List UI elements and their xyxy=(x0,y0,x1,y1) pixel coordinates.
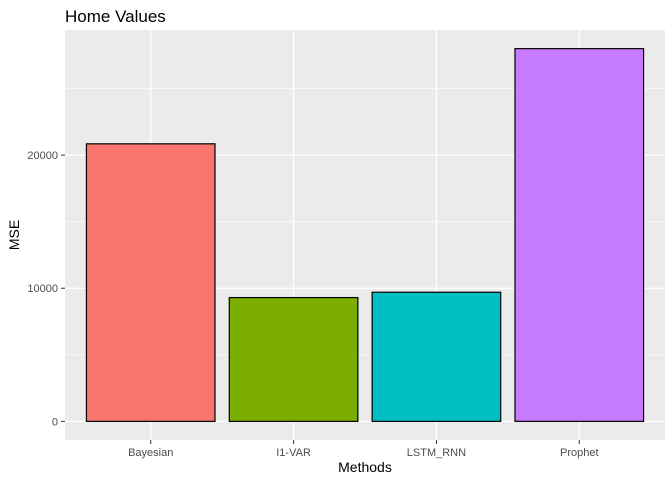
x-tick-label: Bayesian xyxy=(128,447,173,459)
bars xyxy=(85,48,645,422)
bar-bayesian xyxy=(85,143,216,422)
x-axis: Bayesian I1-VAR LSTM_RNN Prophet xyxy=(128,440,599,459)
y-tick-label: 20000 xyxy=(27,150,58,162)
bar-prophet xyxy=(514,48,645,422)
y-tick-label: 10000 xyxy=(27,283,58,295)
x-tick-label: LSTM_RNN xyxy=(407,447,466,459)
x-tick-label: I1-VAR xyxy=(276,447,311,459)
chart-title: Home Values xyxy=(65,7,166,26)
y-axis: 0 10000 20000 xyxy=(27,150,65,428)
bar-i1-var xyxy=(228,296,359,422)
bar-lstm-rnn xyxy=(371,291,502,422)
y-tick-label: 0 xyxy=(52,416,58,428)
x-axis-title: Methods xyxy=(338,459,392,475)
y-axis-title: MSE xyxy=(6,220,22,250)
x-tick-label: Prophet xyxy=(560,447,599,459)
